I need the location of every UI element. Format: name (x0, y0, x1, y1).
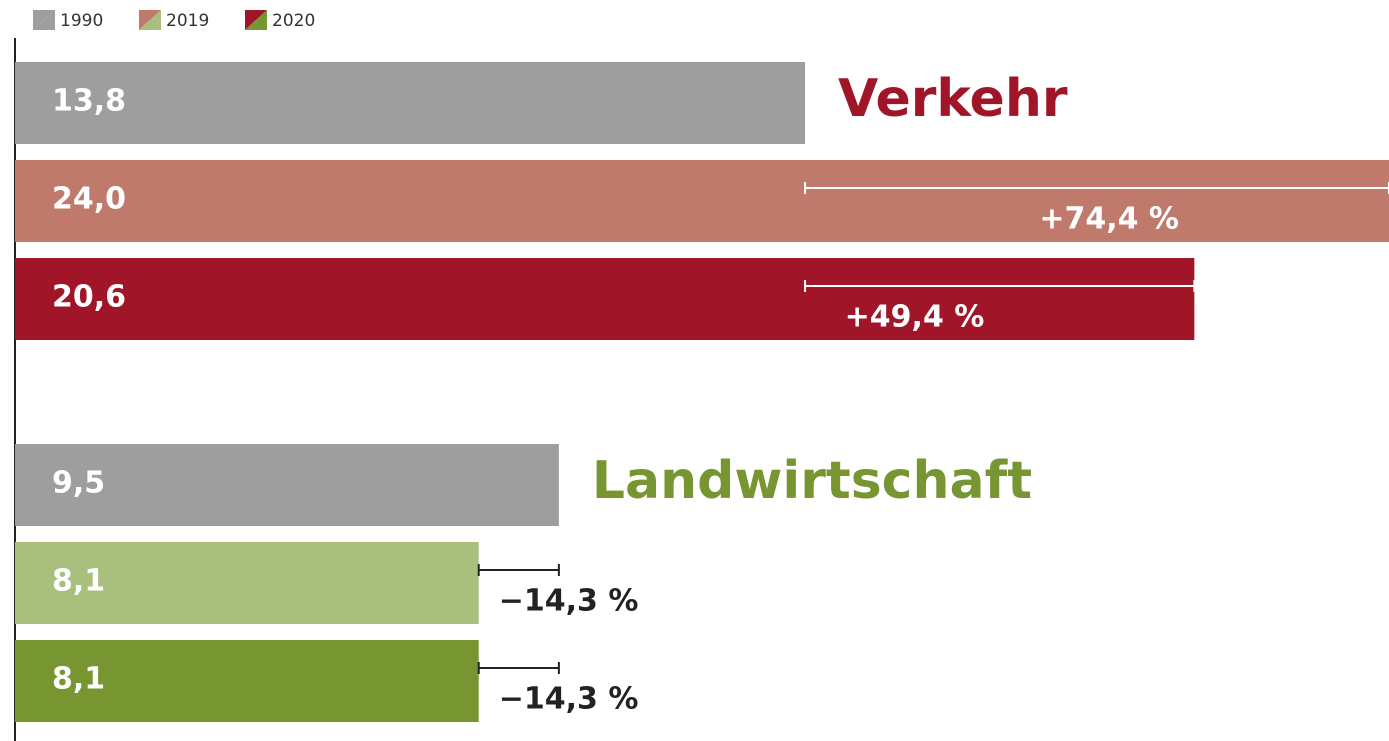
value-label: 8,1 (52, 564, 105, 599)
value-label: 20,6 (52, 280, 126, 315)
bar (15, 258, 1195, 340)
legend-label: 2019 (166, 11, 209, 31)
bar (15, 640, 479, 722)
legend-swatch (245, 10, 267, 30)
change-label: −14,3 % (499, 682, 639, 717)
change-label: +49,4 % (845, 300, 985, 335)
bar (15, 444, 559, 526)
bar (15, 160, 1389, 242)
legend-label: 1990 (60, 11, 103, 31)
group-title: Verkehr (838, 69, 1068, 129)
value-label: 24,0 (52, 182, 126, 217)
legend-swatch (139, 10, 161, 30)
group-title: Landwirtschaft (592, 451, 1032, 511)
value-label: 8,1 (52, 662, 105, 697)
change-label: +74,4 % (1039, 202, 1179, 237)
legend-swatch (33, 10, 55, 30)
bar (15, 62, 806, 144)
value-label: 9,5 (52, 466, 105, 501)
change-label: −14,3 % (499, 584, 639, 619)
bar (15, 542, 479, 624)
legend-label: 2020 (272, 11, 315, 31)
value-label: 13,8 (52, 84, 126, 119)
